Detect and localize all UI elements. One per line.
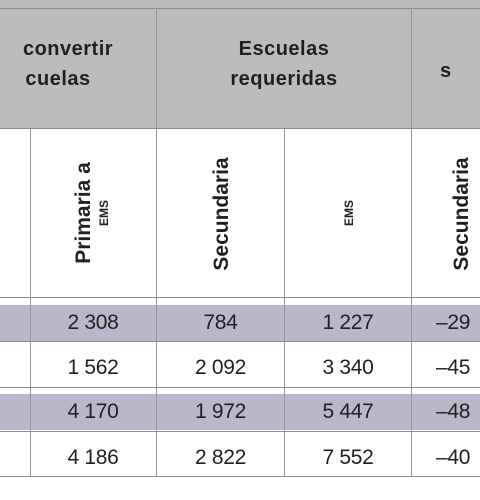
subheader-secundaria: Secundaria (210, 157, 234, 270)
group-header-convertir-line1: convertir (22, 38, 114, 60)
column-divider (411, 8, 412, 476)
table-row: 4 170 1 972 5 447 –48 (0, 394, 480, 430)
table-cell: –29 (436, 311, 471, 334)
table-cell: 5 447 (322, 400, 374, 423)
table-cell: 4 186 (67, 446, 119, 469)
table-cell: 2 308 (67, 311, 119, 334)
table-cell: 2 092 (194, 356, 247, 379)
table-cell: 1 562 (67, 356, 119, 379)
subheader-secundaria-label: Secundaria (210, 157, 233, 271)
subheader-secundaria-partial: Secundaria (450, 157, 474, 270)
table-group-header-band (0, 0, 480, 128)
table-subheader-band (0, 129, 480, 297)
table-cell: 7 552 (322, 446, 374, 469)
table-cell: 4 170 (67, 400, 119, 423)
table-cell: 2 822 (194, 446, 247, 469)
table-row: 2 308 784 1 227 –29 (0, 305, 480, 341)
table-row: 1 562 2 092 3 340 –45 (0, 350, 480, 386)
table-cell: –45 (436, 356, 471, 379)
group-header-convertir-line2: cuelas (25, 68, 91, 90)
rule-row (0, 387, 480, 388)
subheader-secundaria-partial-label: Secundaria (450, 157, 473, 271)
subheader-ems: EMS (342, 200, 356, 226)
subheader-primaria-ems-label: EMS (97, 199, 111, 227)
table-cell: 1 227 (322, 311, 374, 334)
subheader-ems-label: EMS (342, 199, 356, 227)
rule-header-bottom (0, 128, 480, 129)
table-cell: –40 (436, 446, 471, 469)
rule-row (0, 476, 480, 477)
group-header-escuelas-requeridas: Escuelas requeridas (157, 0, 411, 128)
table-cell: 1 972 (194, 400, 247, 423)
column-divider (284, 129, 285, 476)
table-cell: 784 (203, 311, 238, 334)
column-divider (30, 129, 31, 476)
rule-row (0, 341, 480, 342)
table-cell: 3 340 (322, 356, 374, 379)
table-row: 4 186 2 822 7 552 –40 (0, 440, 480, 476)
rule-top (0, 8, 480, 9)
table-cell: –48 (436, 400, 471, 423)
group-header-partial-letter: s (440, 60, 452, 82)
group-header-convertir: convertir cuelas (0, 0, 156, 128)
subheader-primaria-a-label: Primaria a (72, 162, 95, 264)
group-header-partial-right: s (440, 0, 480, 128)
group-header-requeridas-line2: requeridas (230, 68, 338, 90)
rule-row (0, 431, 480, 432)
group-header-requeridas-line1: Escuelas (238, 38, 330, 60)
column-divider (156, 8, 157, 476)
rule-subheader-bottom (0, 297, 480, 298)
subheader-primaria-a-ems: Primaria a EMS (72, 162, 112, 264)
